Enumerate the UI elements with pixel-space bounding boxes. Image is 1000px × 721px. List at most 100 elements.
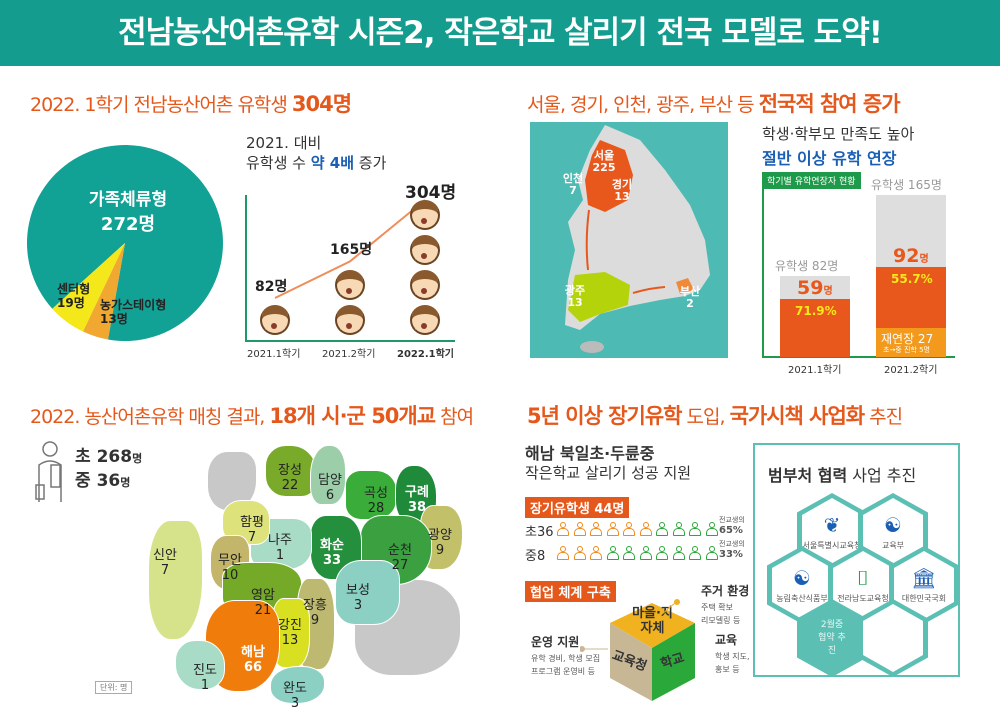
mid-count: 중 36명 xyxy=(75,470,142,494)
map-region xyxy=(310,445,346,505)
empty-hex xyxy=(858,599,928,677)
section2-title-text: 서울, 경기, 인천, 광주, 부산 등 xyxy=(527,94,759,116)
government-emblem-icon: ☯ xyxy=(884,513,902,537)
partners-title: 범부처 협력 사업 추진 xyxy=(768,462,916,486)
map-region xyxy=(148,520,203,640)
seoul-edu-logo-icon: ❦ xyxy=(823,513,841,537)
map-region xyxy=(265,445,317,497)
region-label: 완도 3 xyxy=(283,681,307,711)
mid-value: 36 xyxy=(96,471,121,491)
partners-box xyxy=(753,443,960,677)
bar-extended-label: 92명 xyxy=(893,245,929,267)
line-chart: 82명 2021.1학기 165명 2021.2학기 304명 2022.1학기 xyxy=(240,180,460,360)
map-label: 광주 13 xyxy=(565,285,585,309)
re-extended-label: 재연장 27 xyxy=(881,331,934,346)
housing-desc2: 리모델링 등 xyxy=(701,616,741,625)
region-value: 28 xyxy=(367,501,385,516)
operation-title: 운영 지원 xyxy=(531,635,580,649)
arrow-incheon xyxy=(585,209,590,271)
data-label: 82명 xyxy=(255,279,288,295)
region-value: 6 xyxy=(325,488,335,503)
section4-title: 5년 이상 장기유학 도입, 국가시책 사업화 추진 xyxy=(527,400,903,430)
operation-info: 운영 지원 유학 경비, 학생 모집 프로그램 운영비 등 xyxy=(531,636,600,678)
mid-label: 중 xyxy=(75,471,91,491)
region-label: 화순 33 xyxy=(320,538,344,568)
region-name: 순천 xyxy=(388,543,412,558)
bar-extended-value: 92 xyxy=(893,244,920,267)
section3-title: 2022. 농산어촌유학 매칭 결과, 18개 시·군 50개교 참여 xyxy=(30,400,474,430)
region-name: 완도 xyxy=(283,681,307,696)
region-name: 구례 xyxy=(405,485,429,500)
pie-slice xyxy=(52,243,125,332)
student-person-icon xyxy=(623,546,635,561)
seoul-gyeonggi-region xyxy=(585,140,633,212)
map-label-name: 인천 xyxy=(562,172,584,185)
region-name: 화순 xyxy=(320,538,344,553)
student-face-icon xyxy=(335,270,365,300)
pending-hex: 2월중 협약 추진 xyxy=(797,599,867,677)
growth-caption-line1: 2021. 대비 xyxy=(246,134,322,152)
student-person-icon xyxy=(639,522,652,537)
pie-label-farmstay: 농가스테이형 13명 xyxy=(100,298,166,326)
partner-hex: ☯ 교육부 xyxy=(858,493,928,571)
region-label: 광양 9 xyxy=(428,528,452,558)
pie-label-family: 가족체류형 272명 xyxy=(78,185,178,236)
region-label: 장흥 9 xyxy=(303,598,327,628)
row-label: 중8 xyxy=(525,549,546,564)
region-value: 1 xyxy=(200,678,210,693)
page-header: 전남농산어촌유학 시즌2, 작은학교 살리기 전국 모델로 도약! xyxy=(0,0,1000,66)
map-label-value: 13 xyxy=(567,296,583,309)
section4-title-b: 도입, xyxy=(681,406,730,428)
student-face-icon xyxy=(410,270,440,300)
student-face-icon xyxy=(410,200,440,230)
student-person-icon xyxy=(705,522,718,537)
bar-chart-title: 학기별 유학연장자 현황 xyxy=(762,172,861,189)
map-label-name: 경기 xyxy=(611,178,633,191)
mid-unit: 명 xyxy=(120,476,131,489)
jeju-island xyxy=(580,341,604,353)
region-name: 무안 xyxy=(218,553,242,568)
student-face-icon xyxy=(410,305,440,335)
map-label-name: 부산 xyxy=(679,285,701,298)
student-face-icon xyxy=(335,305,365,335)
operation-desc1: 유학 경비, 학생 모집 xyxy=(531,654,601,663)
region-value: 38 xyxy=(407,500,427,515)
region-value: 9 xyxy=(310,613,320,628)
region-value: 66 xyxy=(243,660,263,675)
section4-title-a: 5년 이상 장기유학 xyxy=(527,404,682,428)
pending-text: 2월중 협약 추진 xyxy=(818,619,846,656)
section4-title-d: 추진 xyxy=(864,406,903,428)
section3-title-tail: 참여 xyxy=(435,406,474,428)
growth-text-c: 증가 xyxy=(354,154,387,172)
section1-title: 2022. 1학기 전남농산어촌 유학생 304명 xyxy=(30,88,352,118)
section3-title-bold: 18개 시·군 50개교 xyxy=(269,404,436,428)
growth-text-a: 유학생 수 xyxy=(246,154,311,172)
section1-title-bold: 304명 xyxy=(291,92,352,116)
cube-top-label: 마을·지자체 xyxy=(632,606,673,636)
map-region xyxy=(335,560,400,625)
region-name: 광양 xyxy=(428,528,452,543)
region-label: 영암 21 xyxy=(251,588,275,618)
partner-name: 대한민국국회 xyxy=(901,594,947,603)
region-name: 보성 xyxy=(346,583,370,598)
elem-count: 초 268명 xyxy=(75,446,142,470)
partner-name: 교육부 xyxy=(881,541,905,550)
map-label-name: 광주 xyxy=(564,284,586,297)
map-region xyxy=(270,666,325,704)
bar-extended-label: 59명 xyxy=(797,277,833,299)
long-term-tag: 장기유학생 44명 xyxy=(525,497,630,518)
pie-slice xyxy=(82,243,125,340)
pie-label-farmstay-name: 농가스테이형 xyxy=(100,298,167,312)
pie-slice xyxy=(26,145,224,341)
y-axis xyxy=(245,195,247,341)
pie-label-farmstay-value: 13명 xyxy=(100,312,128,326)
region-label: 무안 10 xyxy=(218,553,242,583)
map-label-name: 서울 xyxy=(593,149,615,162)
student-person-icon xyxy=(606,522,619,537)
growth-caption: 2021. 대비 유학생 수 약 4배 증가 xyxy=(246,133,386,173)
region-label: 신안 7 xyxy=(153,548,177,578)
region-value: 22 xyxy=(281,478,299,493)
school-subtitle: 작은학교 살리기 성공 지원 xyxy=(525,464,692,482)
collab-cube xyxy=(610,603,695,701)
government-emblem-icon: ☯ xyxy=(793,566,811,590)
